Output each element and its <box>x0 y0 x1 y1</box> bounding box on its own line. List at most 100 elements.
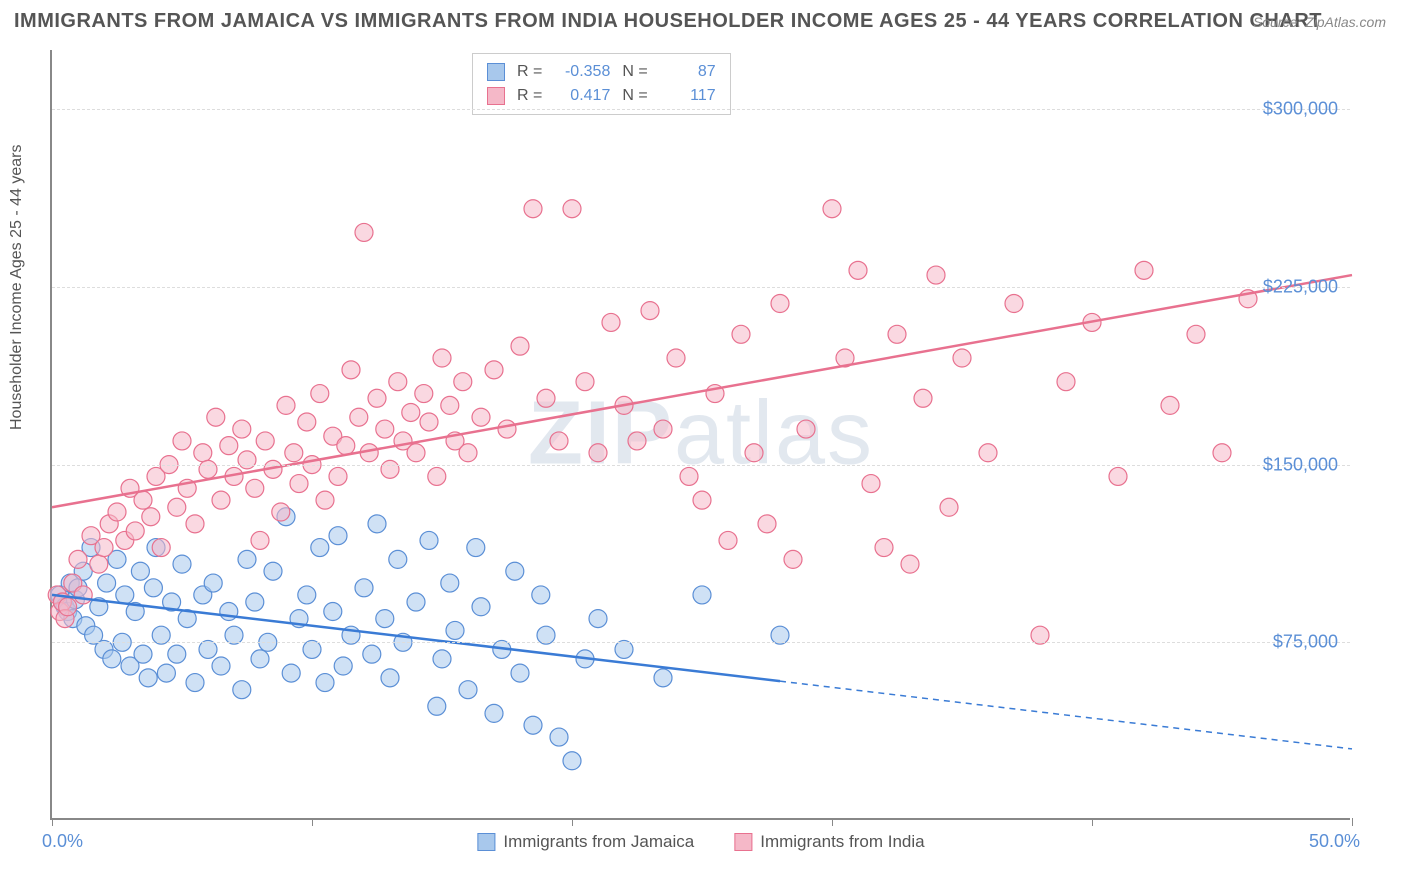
scatter-point <box>389 550 407 568</box>
ytick-label: $300,000 <box>1263 99 1338 120</box>
legend-item-1: Immigrants from India <box>734 832 924 852</box>
scatter-point <box>168 498 186 516</box>
scatter-point <box>381 460 399 478</box>
scatter-point <box>467 539 485 557</box>
scatter-point <box>355 579 373 597</box>
scatter-point <box>1057 373 1075 391</box>
xtick <box>1092 818 1093 826</box>
plot-area: ZIPatlas R = -0.358 N = 87 R = 0.417 N =… <box>50 50 1350 820</box>
scatter-point <box>428 467 446 485</box>
scatter-point <box>1161 396 1179 414</box>
scatter-point <box>1135 261 1153 279</box>
scatter-point <box>1213 444 1231 462</box>
scatter-point <box>797 420 815 438</box>
scatter-point <box>311 539 329 557</box>
xtick-label-max: 50.0% <box>1309 831 1360 852</box>
scatter-point <box>454 373 472 391</box>
scatter-point <box>363 645 381 663</box>
scatter-point <box>381 669 399 687</box>
scatter-point <box>532 586 550 604</box>
scatter-point <box>693 491 711 509</box>
scatter-point <box>152 539 170 557</box>
scatter-point <box>368 515 386 533</box>
scatter-point <box>1187 325 1205 343</box>
scatter-point <box>264 562 282 580</box>
scatter-point <box>298 413 316 431</box>
scatter-point <box>485 361 503 379</box>
scatter-point <box>849 261 867 279</box>
scatter-point <box>186 515 204 533</box>
legend-swatch-0 <box>487 63 505 81</box>
scatter-point <box>212 491 230 509</box>
scatter-point <box>441 396 459 414</box>
scatter-point <box>350 408 368 426</box>
legend-item-0: Immigrants from Jamaica <box>477 832 694 852</box>
scatter-point <box>69 550 87 568</box>
scatter-point <box>940 498 958 516</box>
scatter-point <box>134 645 152 663</box>
scatter-point <box>823 200 841 218</box>
scatter-point <box>914 389 932 407</box>
scatter-point <box>537 389 555 407</box>
scatter-point <box>927 266 945 284</box>
scatter-point <box>524 200 542 218</box>
scatter-point <box>59 598 77 616</box>
scatter-point <box>389 373 407 391</box>
scatter-point <box>376 420 394 438</box>
scatter-point <box>506 562 524 580</box>
scatter-point <box>433 349 451 367</box>
scatter-point <box>563 752 581 770</box>
scatter-point <box>199 460 217 478</box>
stat-label-n: N = <box>622 84 647 108</box>
scatter-point <box>95 539 113 557</box>
scatter-point <box>246 593 264 611</box>
scatter-point <box>207 408 225 426</box>
scatter-point <box>511 337 529 355</box>
scatter-point <box>428 697 446 715</box>
stat-n-1: 117 <box>656 84 716 108</box>
legend-bottom-swatch-0 <box>477 833 495 851</box>
scatter-point <box>186 674 204 692</box>
scatter-point <box>290 475 308 493</box>
scatter-point <box>220 437 238 455</box>
xtick <box>832 818 833 826</box>
scatter-point <box>144 579 162 597</box>
scatter-point <box>1109 467 1127 485</box>
scatter-point <box>90 555 108 573</box>
scatter-point <box>173 555 191 573</box>
scatter-point <box>888 325 906 343</box>
scatter-point <box>511 664 529 682</box>
scatter-point <box>563 200 581 218</box>
trend-line-dashed <box>780 681 1352 749</box>
scatter-point <box>334 657 352 675</box>
scatter-point <box>126 522 144 540</box>
scatter-point <box>719 531 737 549</box>
scatter-point <box>415 385 433 403</box>
scatter-point <box>446 621 464 639</box>
legend-stats-row-0: R = -0.358 N = 87 <box>487 60 716 84</box>
scatter-point <box>862 475 880 493</box>
scatter-point <box>420 413 438 431</box>
scatter-point <box>256 432 274 450</box>
scatter-point <box>139 669 157 687</box>
scatter-point <box>285 444 303 462</box>
chart-svg <box>52 50 1352 820</box>
scatter-point <box>758 515 776 533</box>
scatter-point <box>433 650 451 668</box>
scatter-point <box>745 444 763 462</box>
legend-bottom-swatch-1 <box>734 833 752 851</box>
scatter-point <box>233 420 251 438</box>
chart-title: IMMIGRANTS FROM JAMAICA VS IMMIGRANTS FR… <box>14 10 1322 33</box>
scatter-point <box>693 586 711 604</box>
scatter-point <box>316 674 334 692</box>
gridline-h <box>52 465 1350 466</box>
scatter-point <box>238 451 256 469</box>
scatter-point <box>732 325 750 343</box>
scatter-point <box>311 385 329 403</box>
ytick-label: $225,000 <box>1263 276 1338 297</box>
scatter-point <box>459 444 477 462</box>
gridline-h <box>52 109 1350 110</box>
scatter-point <box>472 598 490 616</box>
trend-line-solid <box>52 275 1352 507</box>
scatter-point <box>680 467 698 485</box>
